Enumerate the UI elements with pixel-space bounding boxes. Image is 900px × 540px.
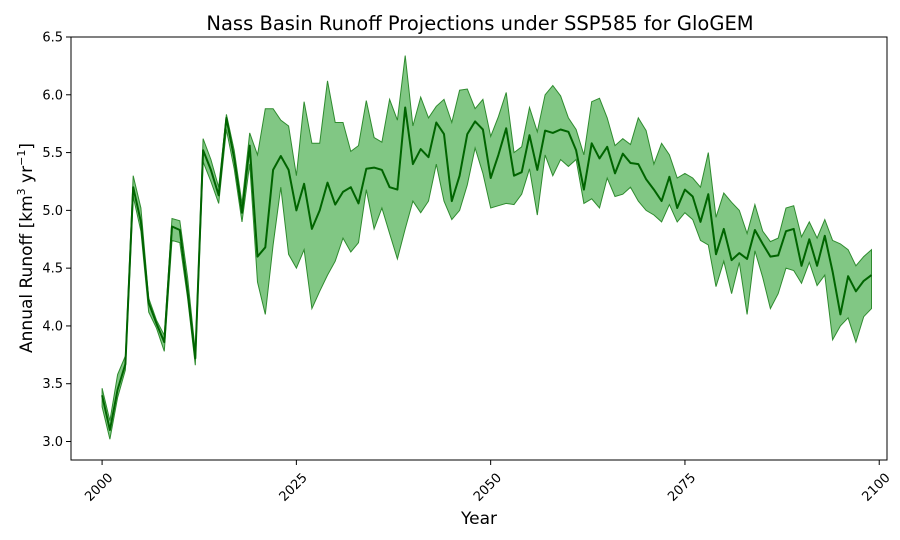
y-axis-label-main: Annual Runoff [km bbox=[17, 195, 37, 353]
mean-runoff-line bbox=[101, 106, 873, 431]
axes-frame bbox=[70, 36, 888, 461]
y-tick-label: 6.5 bbox=[42, 31, 63, 46]
chart-title: Nass Basin Runoff Projections under SSP5… bbox=[206, 12, 753, 35]
y-tick-label: 4.0 bbox=[42, 319, 63, 334]
y-axis-label-mid: yr bbox=[17, 166, 37, 188]
y-tick-label: 3.5 bbox=[42, 377, 63, 392]
y-tick-label: 4.5 bbox=[42, 262, 63, 277]
plot-area bbox=[101, 55, 873, 440]
x-axis-label: Year bbox=[460, 509, 497, 529]
y-tick-label: 5.0 bbox=[42, 204, 63, 219]
y-tick-label: 6.0 bbox=[42, 88, 63, 103]
y-axis-label-sup2: −1 bbox=[15, 150, 28, 166]
y-axis-label: Annual Runoff [km3 yr−1] bbox=[15, 143, 37, 353]
y-axis-ticks: 3.0 3.5 4.0 4.5 5.0 5.5 6.0 6.5 bbox=[42, 31, 71, 450]
y-axis-label-end: ] bbox=[17, 143, 37, 150]
y-tick-label: 3.0 bbox=[42, 435, 63, 450]
y-tick-label: 5.5 bbox=[42, 146, 63, 161]
y-axis-label-sup1: 3 bbox=[15, 188, 28, 195]
